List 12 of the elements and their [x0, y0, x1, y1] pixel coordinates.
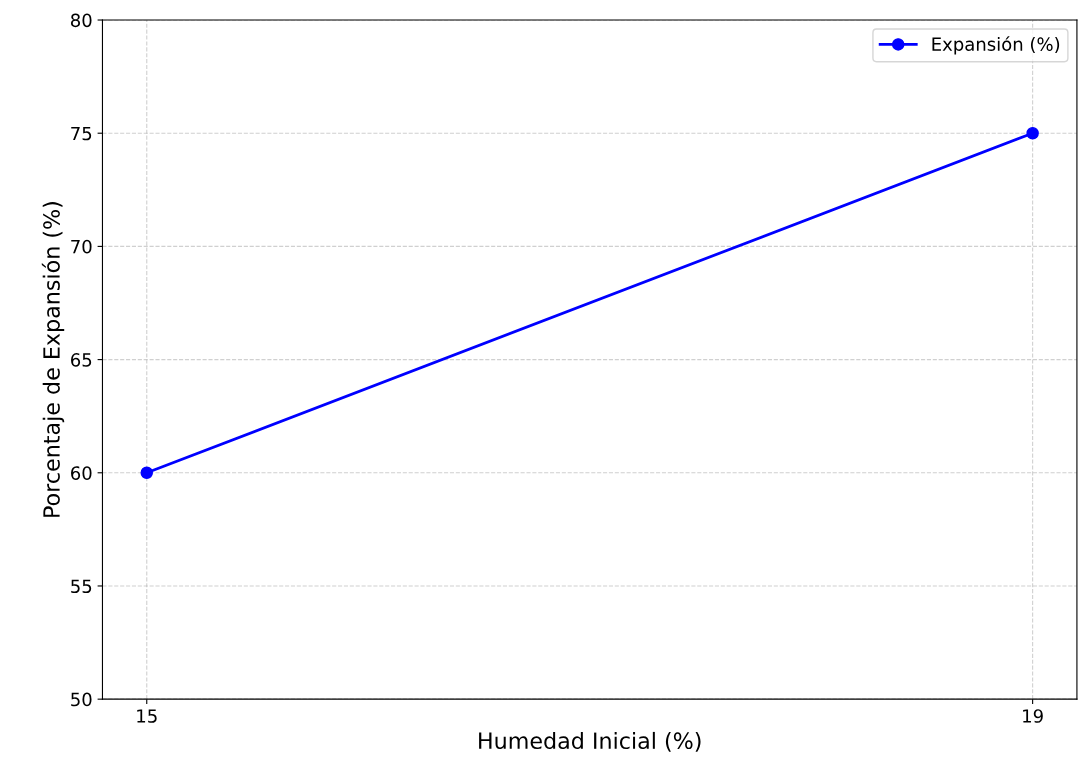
y-tick-label: 65 [71, 353, 92, 367]
y-tick-label: 60 [71, 466, 92, 480]
legend-label: Expansión (%) [932, 36, 1060, 55]
y-tick-label: 75 [71, 126, 92, 141]
y-tick-label: 55 [71, 579, 92, 594]
y-axis-title: Porcentaje de Expansión (%) [41, 202, 65, 517]
x-tick-label: 19 [1023, 709, 1043, 723]
x-tick-label: 15 [137, 709, 157, 723]
y-tick-label: 80 [70, 13, 92, 28]
y-tick-label: 70 [71, 239, 92, 254]
y-tick-label: 50 [71, 692, 92, 707]
x-axis-title: Humedad Inicial (%) [479, 731, 701, 752]
